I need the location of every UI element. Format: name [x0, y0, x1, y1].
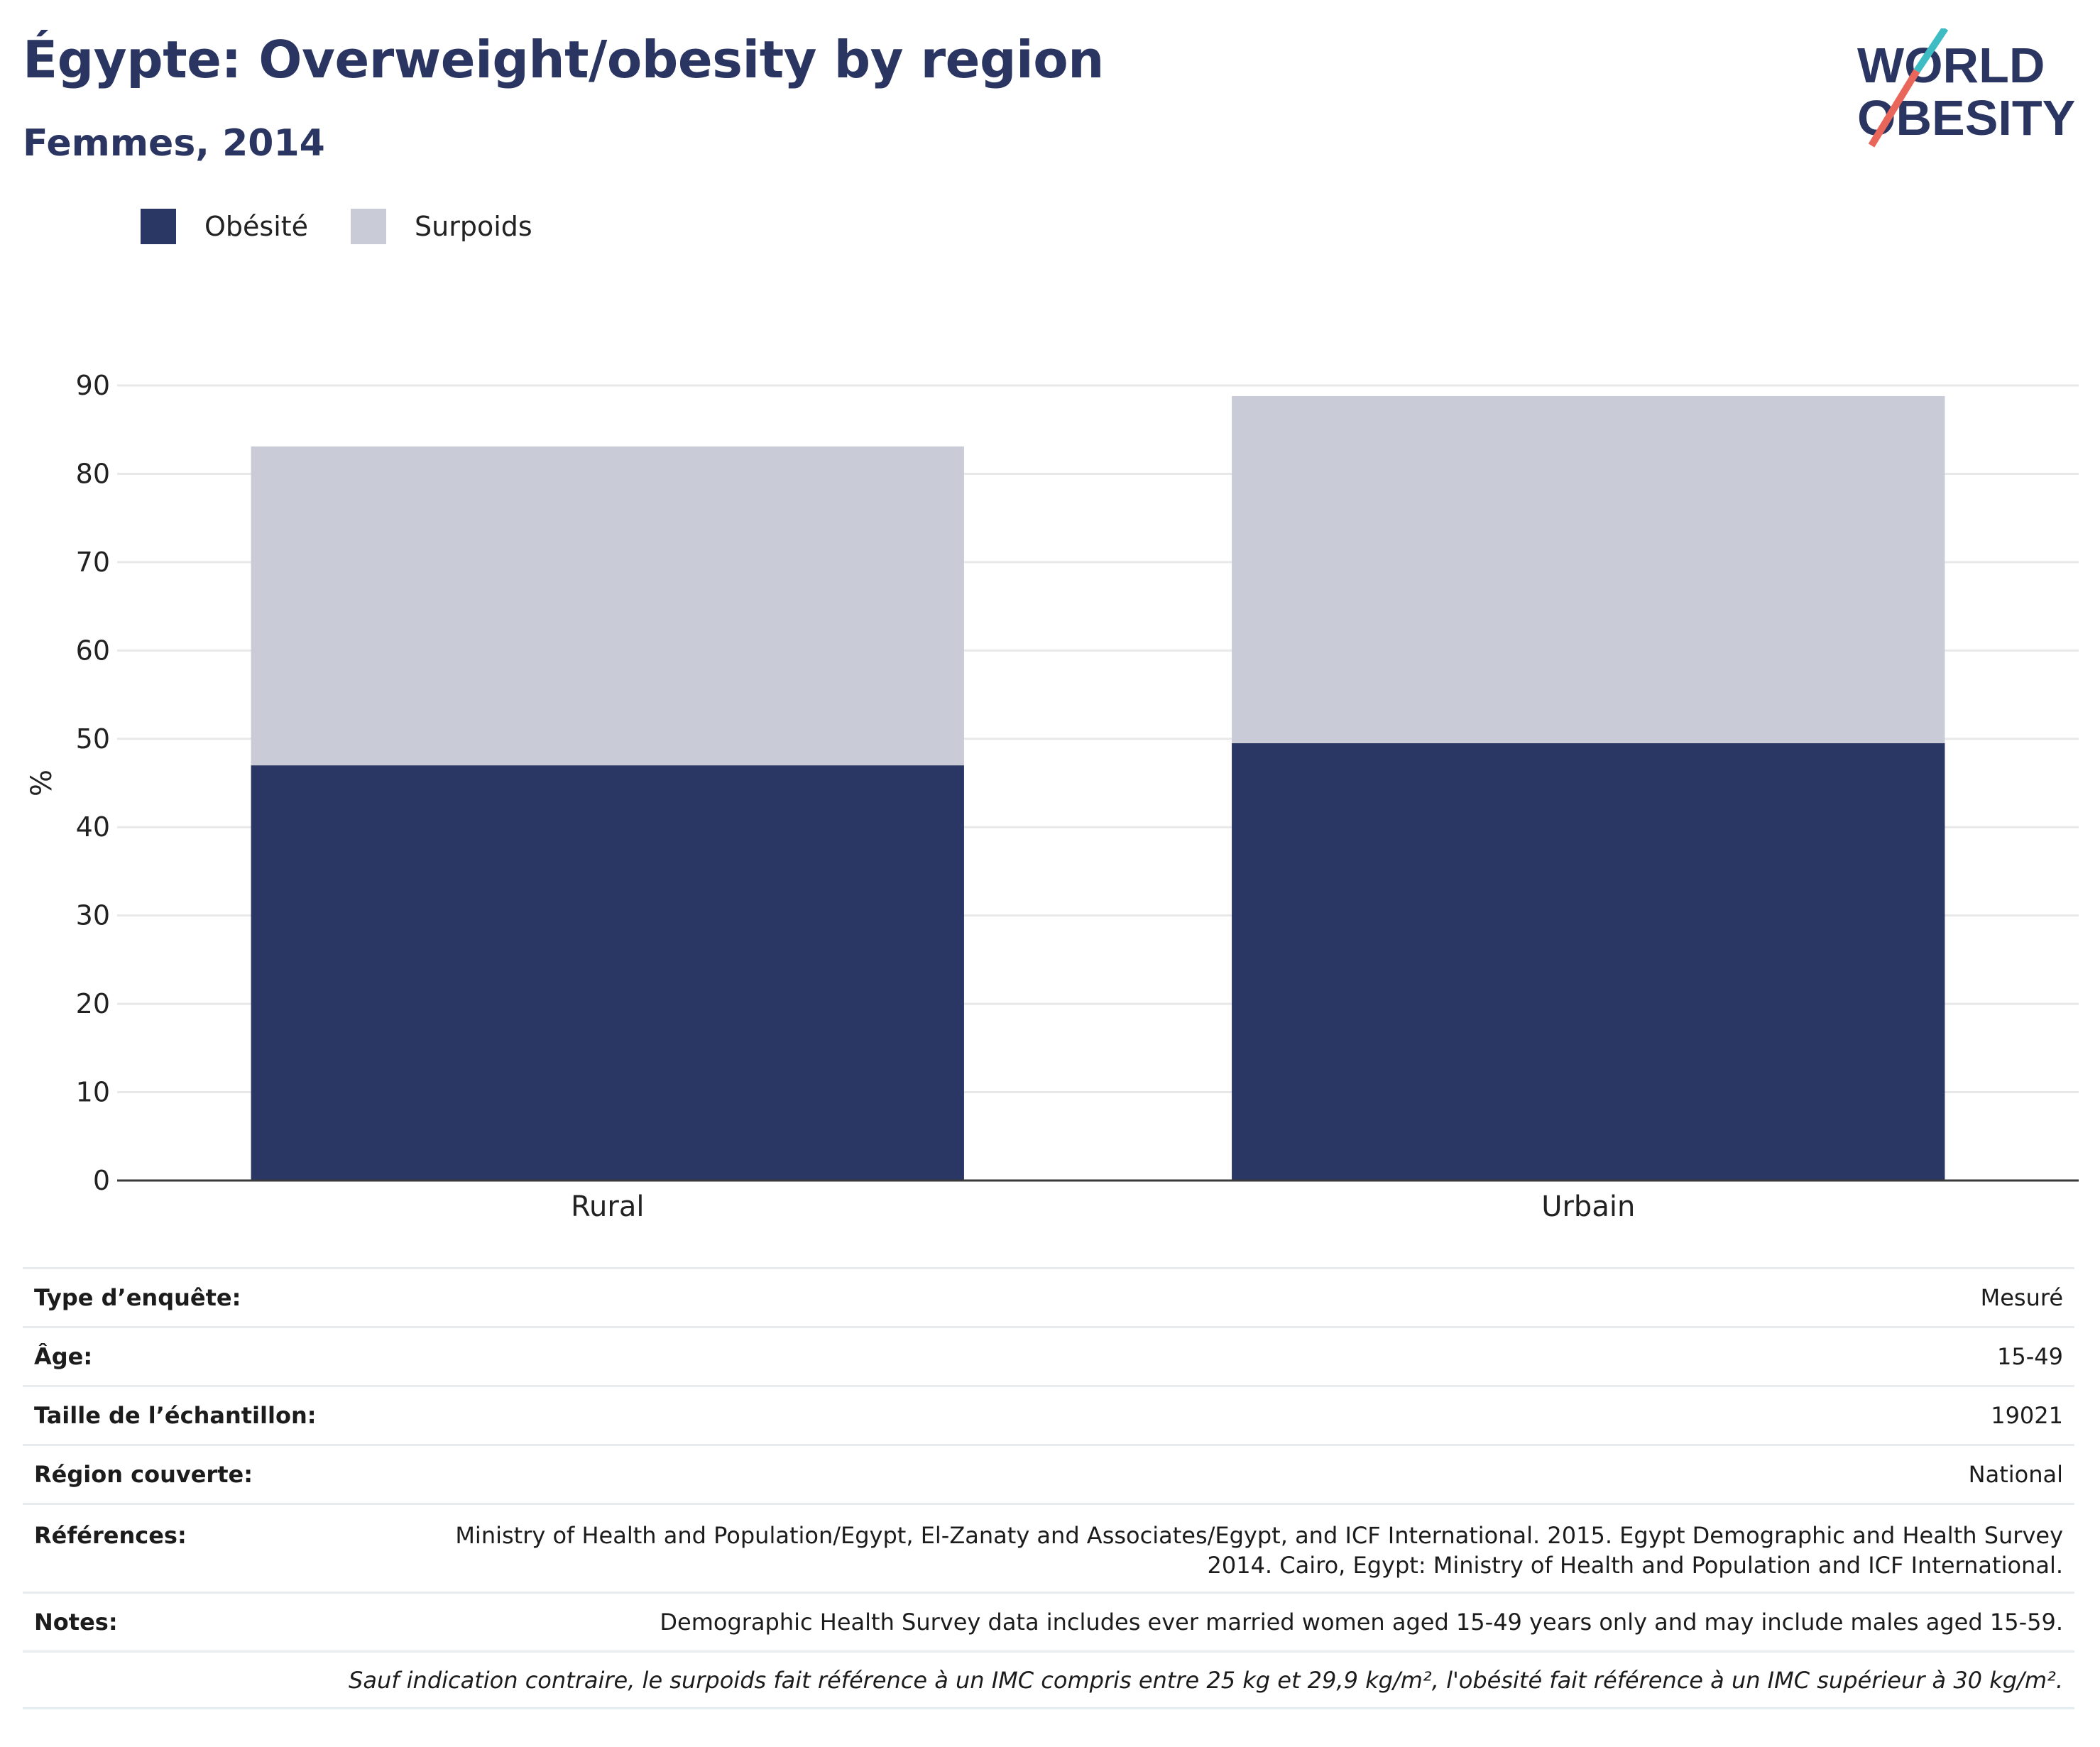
y-tick-label: 0	[93, 1165, 110, 1196]
legend-swatch-obesity	[141, 209, 176, 244]
y-tick-label: 90	[76, 370, 110, 401]
y-tick-label: 10	[76, 1077, 110, 1108]
meta-row-region: Région couverte: National	[23, 1444, 2074, 1503]
logo-line-1: WORLD	[1857, 38, 2045, 93]
y-tick-label: 40	[76, 811, 110, 843]
meta-value: Ministry of Health and Population/Egypt,…	[455, 1522, 2063, 1579]
chart-subtitle: Femmes, 2014	[23, 122, 325, 165]
meta-key: Âge:	[34, 1343, 93, 1370]
x-tick-label: Rural	[571, 1190, 644, 1223]
stacked-bar-chart: 0 10 20 30 40 50 60 70 80 90% Rural Urbain	[26, 370, 2079, 1223]
y-tick-label: 50	[76, 723, 110, 755]
meta-key: Taille de l’échantillon:	[34, 1402, 317, 1429]
x-tick-label: Urbain	[1541, 1190, 1635, 1223]
meta-value: Demographic Health Survey data includes …	[660, 1609, 2063, 1636]
meta-key: Région couverte:	[34, 1461, 253, 1488]
y-axis-label: %	[26, 770, 58, 796]
meta-key: Références:	[34, 1522, 187, 1549]
logo-line-2: OBESITY	[1857, 90, 2075, 146]
meta-row-survey-type: Type d’enquête: Mesuré	[23, 1267, 2074, 1326]
bar-obesity-rural	[251, 765, 964, 1181]
bar-obesity-urbain	[1232, 743, 1945, 1181]
meta-value: National	[1968, 1461, 2063, 1488]
y-tick-label: 70	[76, 547, 110, 578]
meta-value: 19021	[1991, 1402, 2063, 1429]
y-tick-label: 80	[76, 458, 110, 489]
logo-slash-coral	[1868, 69, 1920, 148]
meta-key: Type d’enquête:	[34, 1284, 241, 1311]
meta-row-sample-size: Taille de l’échantillon: 19021	[23, 1385, 2074, 1444]
meta-row-age: Âge: 15-49	[23, 1326, 2074, 1385]
y-tick-label: 30	[76, 900, 110, 931]
bar-overweight-urbain	[1232, 395, 1945, 743]
legend-label-obesity: Obésité	[204, 211, 309, 242]
legend-swatch-overweight	[351, 209, 387, 244]
footnote: Sauf indication contraire, le surpoids f…	[349, 1666, 2063, 1694]
meta-row-notes: Notes: Demographic Health Survey data in…	[23, 1592, 2074, 1650]
chart-title: Égypte: Overweight/obesity by region	[23, 30, 1104, 89]
y-tick-label: 60	[76, 635, 110, 666]
logo-slash-teal	[1913, 28, 1949, 73]
legend-label-overweight: Surpoids	[415, 211, 532, 242]
meta-value: Mesuré	[1980, 1284, 2063, 1311]
meta-key: Notes:	[34, 1609, 118, 1636]
chart-legend: Obésité Surpoids	[141, 209, 575, 244]
meta-value: 15-49	[1997, 1343, 2063, 1370]
meta-row-footnote: Sauf indication contraire, le surpoids f…	[23, 1650, 2074, 1709]
survey-metadata-table: Type d’enquête: Mesuré Âge: 15-49 Taille…	[23, 1267, 2074, 1709]
y-tick-label: 20	[76, 988, 110, 1019]
meta-row-references: Références: Ministry of Health and Popul…	[23, 1503, 2074, 1592]
world-obesity-logo: WORLD OBESITY	[1857, 28, 2075, 148]
bar-overweight-rural	[251, 446, 964, 766]
